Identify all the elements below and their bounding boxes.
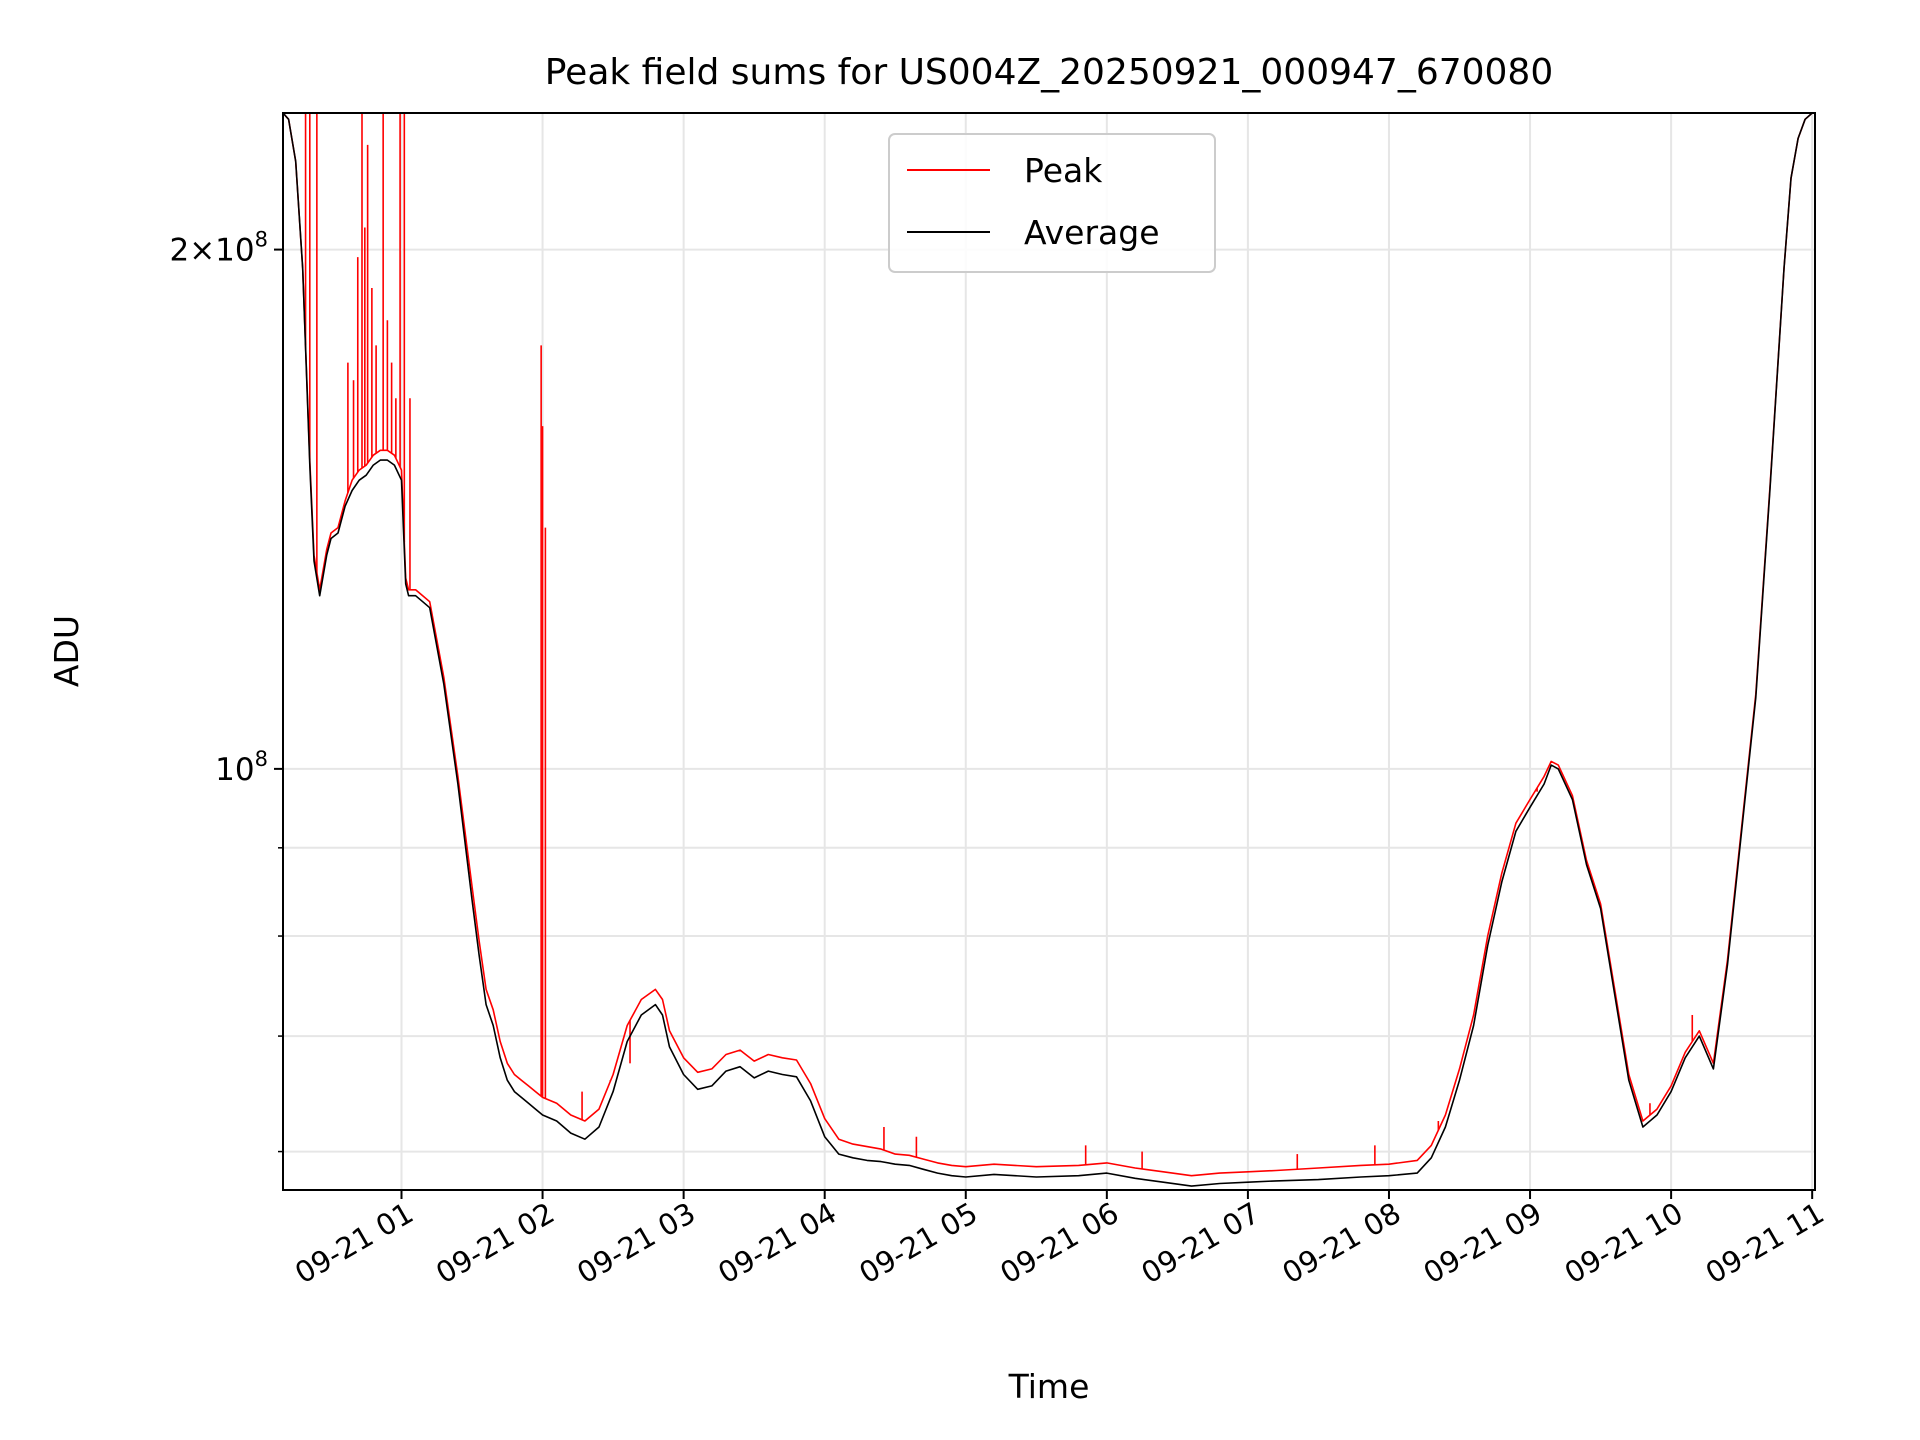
average-series-line <box>283 113 1815 1187</box>
legend-frame <box>888 133 1216 273</box>
y-tick-label: 108 <box>215 747 268 788</box>
x-axis-label: Time <box>1008 1367 1090 1406</box>
series-layer <box>283 113 1815 1187</box>
plot-frame <box>282 112 1816 1191</box>
grid <box>283 113 1815 1190</box>
legend-label-average: Average <box>1024 213 1160 252</box>
chart-title: Peak field sums for US004Z_20250921_0009… <box>545 52 1554 93</box>
y-tick-label: 2×108 <box>169 228 268 269</box>
y-axis-label: ADU <box>47 615 86 687</box>
legend: Peak Average <box>888 133 1216 273</box>
legend-label-peak: Peak <box>1024 151 1103 190</box>
